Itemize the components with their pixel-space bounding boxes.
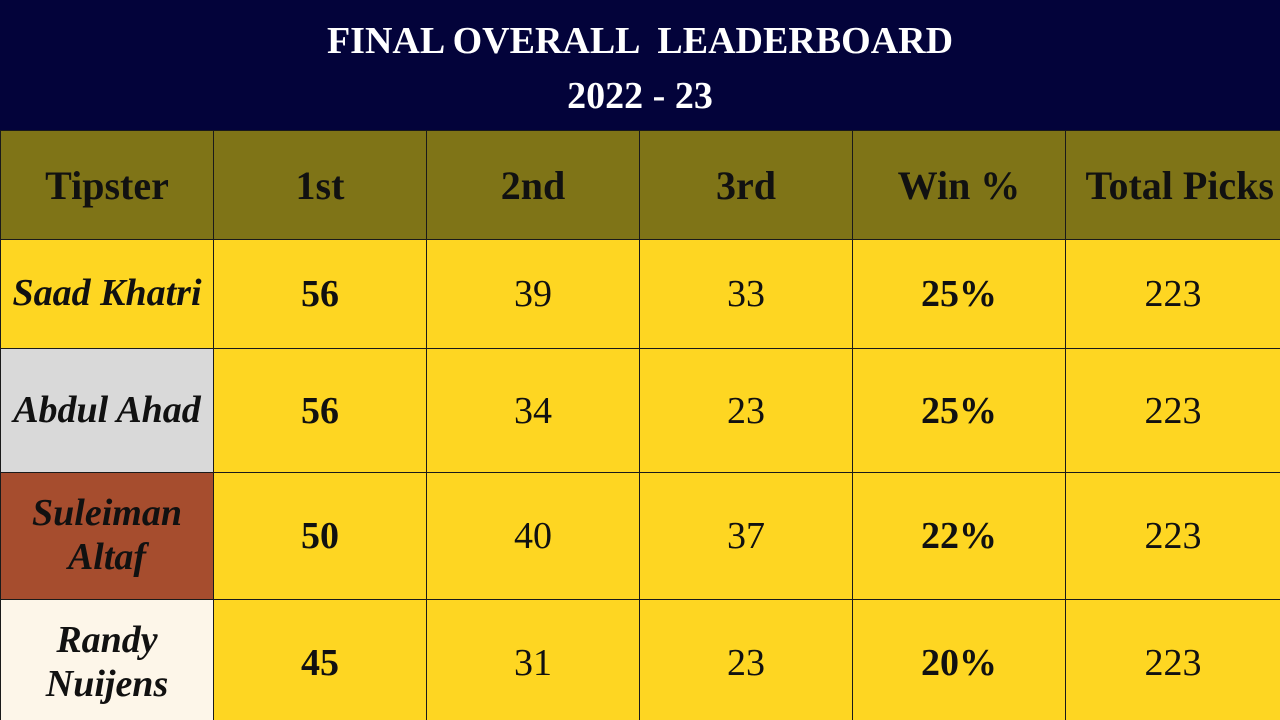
total-picks: 223 [1065, 239, 1280, 349]
tipster-name: Saad Khatri [0, 239, 214, 349]
third-place-count: 33 [639, 239, 853, 349]
third-place-count: 23 [639, 348, 853, 473]
header-first: 1st [213, 130, 427, 240]
third-place-count: 37 [639, 472, 853, 600]
second-place-count: 34 [426, 348, 640, 473]
table-row: Randy Nuijens 45 31 23 20% 223 [0, 599, 1280, 720]
tipster-name: Abdul Ahad [0, 348, 214, 473]
third-place-count: 23 [639, 599, 853, 720]
first-place-count: 45 [213, 599, 427, 720]
header-second: 2nd [426, 130, 640, 240]
first-place-count: 56 [213, 239, 427, 349]
first-place-count: 56 [213, 348, 427, 473]
table-row: Suleiman Altaf 50 40 37 22% 223 [0, 472, 1280, 600]
total-picks: 223 [1065, 348, 1280, 473]
win-percentage: 25% [852, 348, 1066, 473]
second-place-count: 40 [426, 472, 640, 600]
second-place-count: 31 [426, 599, 640, 720]
season-label: 2022 - 23 [567, 75, 713, 117]
header-tipster: Tipster [0, 130, 214, 240]
table-row: Abdul Ahad 56 34 23 25% 223 [0, 348, 1280, 473]
title-banner: FINAL OVERALL LEADERBOARD 2022 - 23 [0, 0, 1280, 130]
header-win-pct: Win % [852, 130, 1066, 240]
win-percentage: 22% [852, 472, 1066, 600]
first-place-count: 50 [213, 472, 427, 600]
tipster-name: Randy Nuijens [0, 599, 214, 720]
header-total-picks: Total Picks [1065, 130, 1280, 240]
total-picks: 223 [1065, 599, 1280, 720]
win-percentage: 20% [852, 599, 1066, 720]
total-picks: 223 [1065, 472, 1280, 600]
header-row: Tipster 1st 2nd 3rd Win % Total Picks [0, 130, 1280, 240]
tipster-name: Suleiman Altaf [0, 472, 214, 600]
leaderboard-title: FINAL OVERALL LEADERBOARD [326, 20, 954, 62]
table-row: Saad Khatri 56 39 33 25% 223 [0, 239, 1280, 349]
leaderboard-table: Tipster 1st 2nd 3rd Win % Total Picks Sa… [0, 130, 1280, 720]
win-percentage: 25% [852, 239, 1066, 349]
second-place-count: 39 [426, 239, 640, 349]
header-third: 3rd [639, 130, 853, 240]
